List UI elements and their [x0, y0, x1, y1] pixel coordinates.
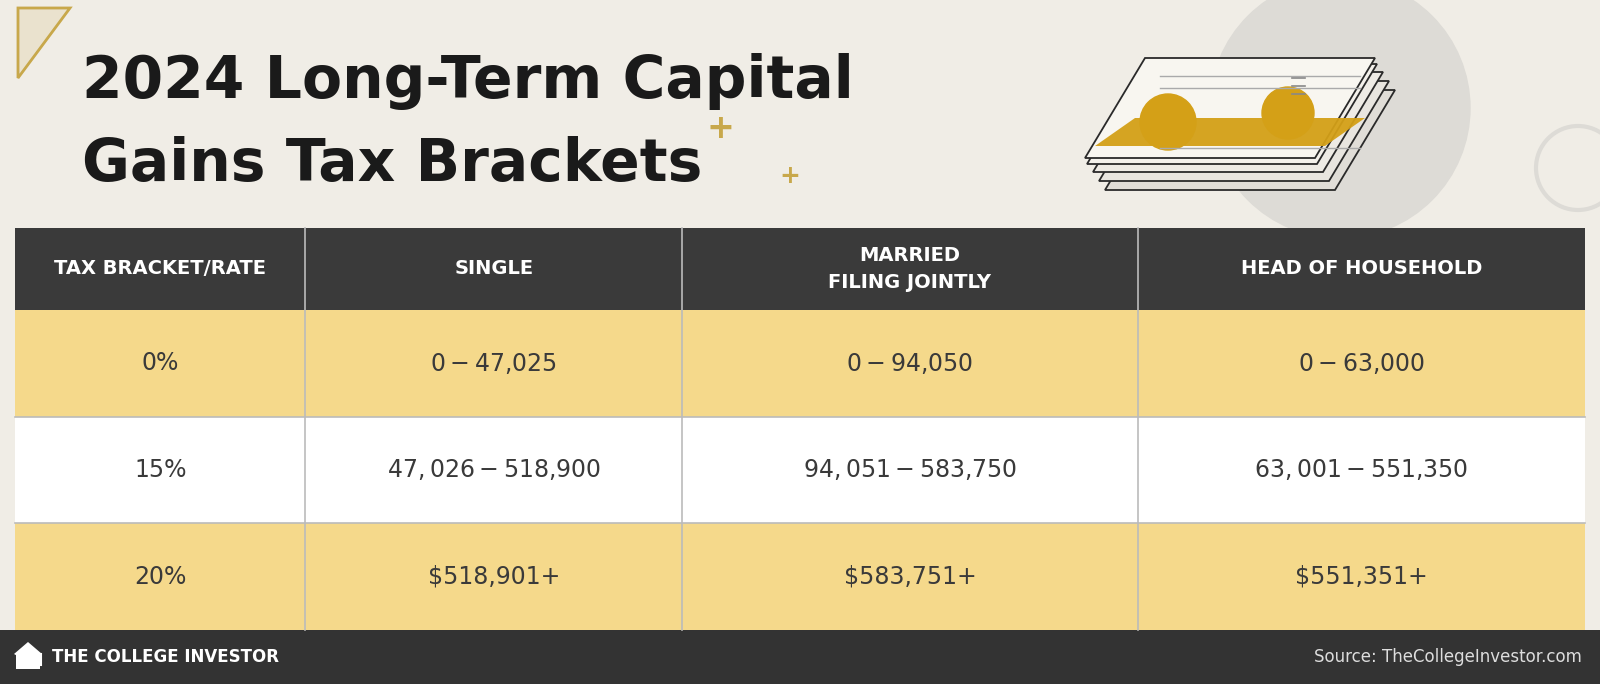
Circle shape	[1139, 94, 1197, 150]
Text: $0 - $47,025: $0 - $47,025	[430, 351, 557, 376]
Text: +: +	[779, 164, 800, 188]
Text: $0 - $94,050: $0 - $94,050	[846, 351, 973, 376]
Circle shape	[1210, 0, 1470, 238]
Text: 15%: 15%	[134, 458, 187, 482]
Text: Source: TheCollegeInvestor.com: Source: TheCollegeInvestor.com	[1314, 648, 1582, 666]
FancyBboxPatch shape	[306, 417, 682, 523]
FancyBboxPatch shape	[0, 630, 1600, 684]
FancyBboxPatch shape	[682, 523, 1138, 630]
FancyBboxPatch shape	[14, 523, 306, 630]
Circle shape	[1262, 87, 1314, 139]
Polygon shape	[1086, 64, 1378, 164]
FancyBboxPatch shape	[14, 310, 306, 417]
FancyBboxPatch shape	[682, 310, 1138, 417]
Polygon shape	[1094, 118, 1365, 146]
Text: SINGLE: SINGLE	[454, 259, 533, 278]
Text: TAX BRACKET/RATE: TAX BRACKET/RATE	[54, 259, 266, 278]
Polygon shape	[1093, 72, 1382, 172]
Polygon shape	[18, 8, 70, 78]
Text: $94,051 - $583,750: $94,051 - $583,750	[803, 458, 1018, 482]
Polygon shape	[1085, 58, 1374, 158]
FancyBboxPatch shape	[682, 417, 1138, 523]
Text: $63,001 - $551,350: $63,001 - $551,350	[1254, 458, 1469, 482]
Text: THE COLLEGE INVESTOR: THE COLLEGE INVESTOR	[51, 648, 278, 666]
FancyBboxPatch shape	[14, 228, 1586, 310]
Text: 0%: 0%	[141, 352, 179, 376]
Polygon shape	[1099, 81, 1389, 181]
FancyBboxPatch shape	[306, 310, 682, 417]
FancyBboxPatch shape	[1138, 310, 1586, 417]
Text: 2024 Long-Term Capital: 2024 Long-Term Capital	[82, 53, 854, 111]
FancyBboxPatch shape	[1138, 417, 1586, 523]
Text: $0 - $63,000: $0 - $63,000	[1298, 351, 1424, 376]
FancyBboxPatch shape	[306, 523, 682, 630]
Text: $583,751+: $583,751+	[843, 565, 976, 589]
Text: Gains Tax Brackets: Gains Tax Brackets	[82, 137, 702, 194]
Text: $518,901+: $518,901+	[427, 565, 560, 589]
FancyBboxPatch shape	[14, 417, 306, 523]
Text: HEAD OF HOUSEHOLD: HEAD OF HOUSEHOLD	[1240, 259, 1482, 278]
Text: MARRIED
FILING JOINTLY: MARRIED FILING JOINTLY	[829, 246, 992, 292]
Polygon shape	[14, 642, 42, 662]
Polygon shape	[1106, 90, 1395, 190]
Text: 20%: 20%	[134, 565, 187, 589]
FancyBboxPatch shape	[16, 653, 40, 669]
Text: +: +	[706, 111, 734, 144]
Text: $47,026 - $518,900: $47,026 - $518,900	[387, 458, 602, 482]
FancyBboxPatch shape	[1138, 523, 1586, 630]
Text: $551,351+: $551,351+	[1294, 565, 1427, 589]
